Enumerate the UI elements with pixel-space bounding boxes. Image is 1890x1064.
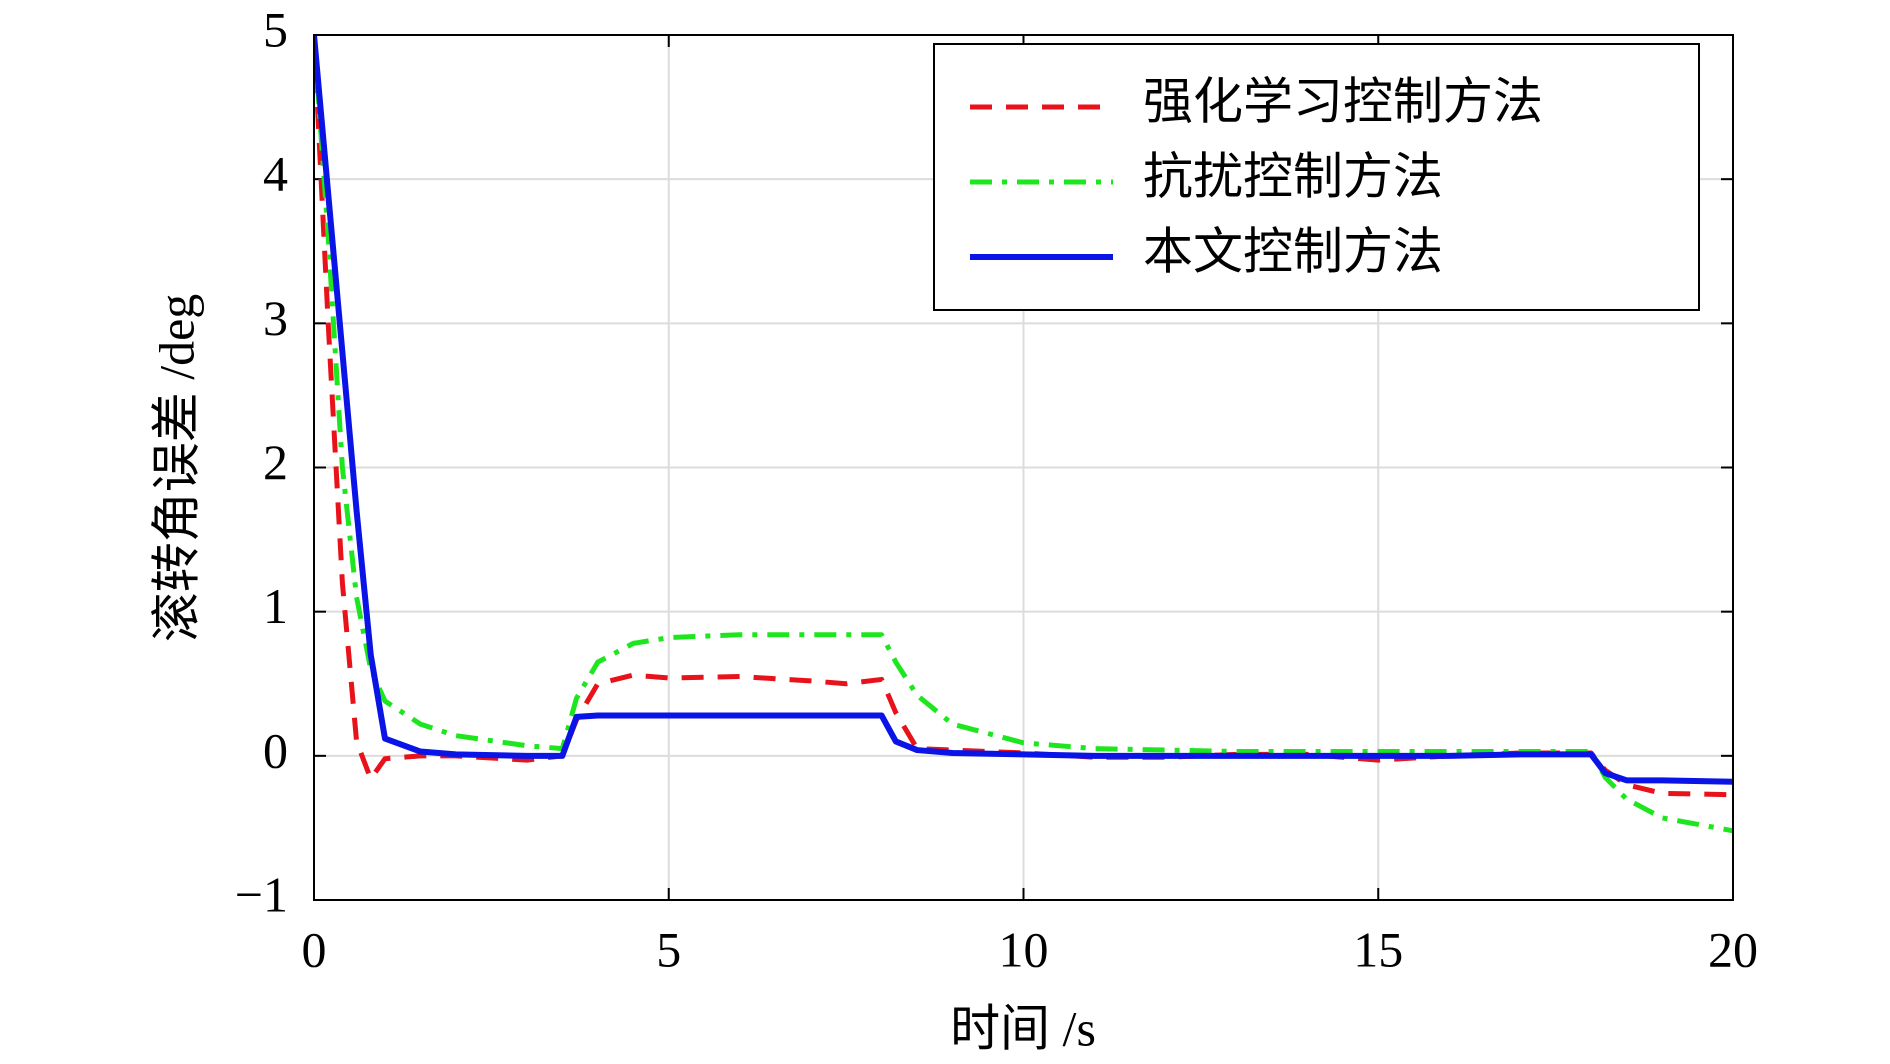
x-tick-label: 0 (302, 921, 327, 977)
y-tick-label: 0 (263, 722, 288, 778)
y-tick-label: 2 (263, 434, 288, 490)
legend-label: 本文控制方法 (1143, 223, 1443, 279)
x-tick-label: 5 (656, 921, 681, 977)
x-tick-label: 10 (999, 921, 1049, 977)
series-line (314, 35, 1733, 785)
y-tick-label: 5 (263, 1, 288, 57)
plot-frame (313, 34, 1734, 901)
legend-box (933, 43, 1700, 311)
y-tick-label: 3 (263, 290, 288, 346)
x-axis-label: 时间 /s (950, 1000, 1096, 1056)
legend-label: 强化学习控制方法 (1143, 73, 1543, 129)
y-tick-label: 4 (263, 146, 288, 202)
x-tick-label: 20 (1708, 921, 1758, 977)
legend-label: 抗扰控制方法 (1143, 148, 1443, 204)
series-line (314, 35, 1733, 834)
y-axis-label: 滚转角误差 /deg (148, 294, 204, 643)
y-tick-label: −1 (235, 866, 288, 922)
y-tick-label: 1 (263, 578, 288, 634)
x-tick-label: 15 (1353, 921, 1403, 977)
